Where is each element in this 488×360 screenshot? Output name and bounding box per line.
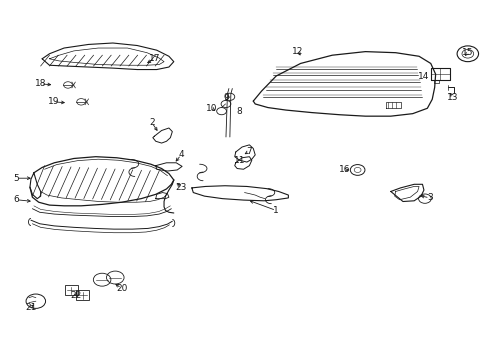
Text: 3: 3 bbox=[426, 193, 432, 202]
Text: 5: 5 bbox=[13, 174, 19, 183]
Text: 2: 2 bbox=[149, 118, 154, 127]
Text: 20: 20 bbox=[116, 284, 127, 293]
Text: 21: 21 bbox=[25, 303, 37, 312]
Text: 14: 14 bbox=[417, 72, 429, 81]
Text: 17: 17 bbox=[148, 54, 160, 63]
Text: 23: 23 bbox=[175, 183, 186, 192]
Text: 6: 6 bbox=[13, 195, 19, 204]
Text: 12: 12 bbox=[292, 47, 303, 56]
Text: 10: 10 bbox=[205, 104, 217, 113]
Text: 16: 16 bbox=[338, 166, 349, 175]
Text: 13: 13 bbox=[447, 93, 458, 102]
Text: 8: 8 bbox=[236, 107, 242, 116]
Text: 19: 19 bbox=[47, 97, 59, 106]
Text: 18: 18 bbox=[35, 80, 46, 89]
Text: 7: 7 bbox=[246, 147, 252, 156]
Text: 1: 1 bbox=[273, 206, 279, 215]
Text: 15: 15 bbox=[461, 48, 472, 57]
Text: 11: 11 bbox=[233, 156, 245, 165]
Text: 22: 22 bbox=[70, 291, 81, 300]
Text: 4: 4 bbox=[178, 150, 183, 159]
Text: 9: 9 bbox=[223, 93, 228, 102]
